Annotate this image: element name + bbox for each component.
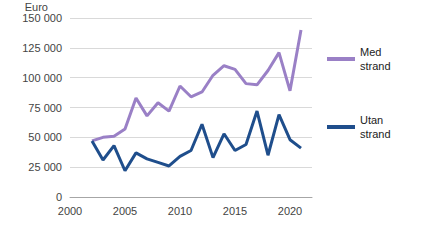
svg-text:2010: 2010 (168, 205, 192, 217)
svg-text:2020: 2020 (278, 205, 302, 217)
svg-text:150 000: 150 000 (22, 12, 62, 24)
svg-text:strand: strand (360, 60, 391, 72)
svg-text:strand: strand (360, 128, 391, 140)
svg-text:2000: 2000 (58, 205, 82, 217)
svg-text:2005: 2005 (113, 205, 137, 217)
svg-text:Euro: Euro (24, 1, 48, 14)
svg-text:2015: 2015 (223, 205, 247, 217)
svg-text:25 000: 25 000 (28, 161, 62, 173)
svg-text:75 000: 75 000 (28, 102, 62, 114)
svg-text:Utan: Utan (360, 114, 386, 126)
svg-text:50 000: 50 000 (28, 131, 62, 143)
svg-text:Med: Med (360, 46, 384, 58)
svg-text:0: 0 (56, 191, 62, 203)
svg-text:125 000: 125 000 (22, 42, 62, 54)
svg-text:100 000: 100 000 (22, 72, 62, 84)
